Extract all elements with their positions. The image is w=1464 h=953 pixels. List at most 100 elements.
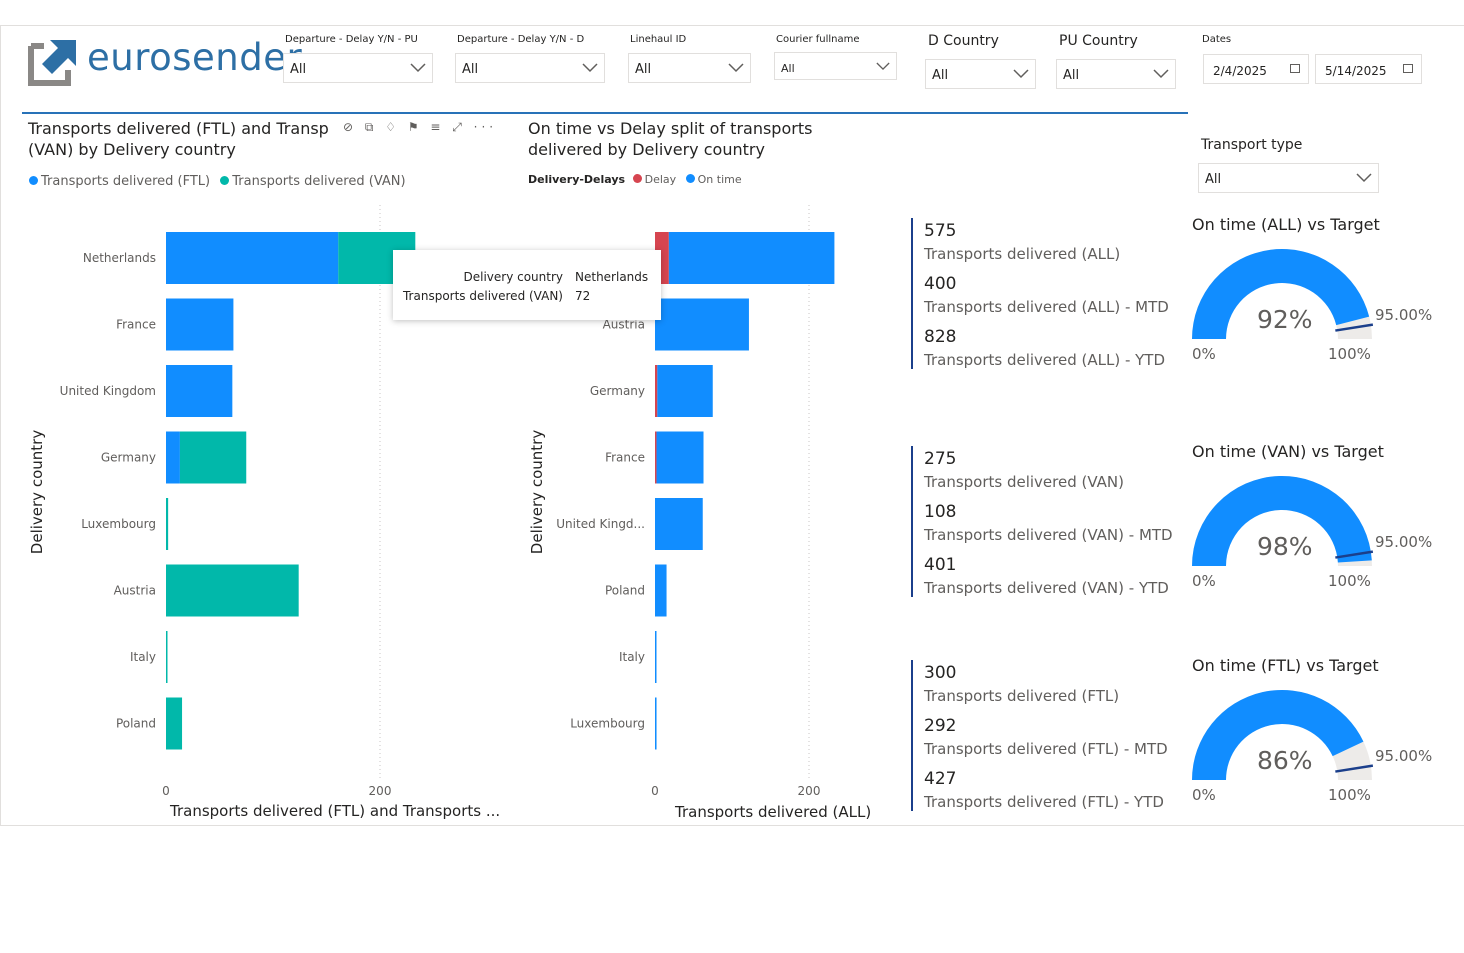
bar-segment[interactable] (655, 564, 667, 617)
gauge-target-marker (1335, 550, 1374, 559)
category-tick-label: Italy (130, 650, 156, 664)
bar-segment[interactable] (655, 697, 657, 750)
bar-segment[interactable] (655, 631, 657, 683)
category-tick-label: Poland (605, 584, 645, 598)
slicer-title-departure-d: Departure - Delay Y/N - D (457, 34, 585, 45)
kpi-value: 292 (924, 716, 957, 736)
bar-segment[interactable] (655, 365, 658, 417)
dropdown-value: All (462, 62, 479, 77)
gauge-min-label: 0% (1192, 345, 1216, 363)
kpi-label: Transports delivered (ALL) (924, 245, 1121, 263)
legend-label: Transports delivered (FTL) (41, 174, 211, 189)
bar-segment[interactable] (166, 232, 339, 284)
courier-dropdown[interactable]: All (774, 52, 897, 80)
dropdown-value: All (635, 62, 652, 77)
start-date-input[interactable]: 2/4/2025 (1203, 54, 1309, 84)
bar-segment[interactable] (668, 232, 835, 284)
visual-header-icons[interactable]: ⊘ ⧉ ♢ ⚑ ≡ ⤢ ··· (343, 120, 498, 135)
legend-dot-icon (29, 176, 38, 185)
linehaul-dropdown[interactable]: All (628, 53, 751, 83)
kpi-label: Transports delivered (FTL) - YTD (924, 793, 1164, 811)
chart2-title-line2: delivered by Delivery country (528, 140, 765, 159)
slicer-title-transport-type: Transport type (1201, 137, 1303, 153)
legend-item-ontime[interactable]: On time (685, 173, 742, 186)
gauge-max-label: 100% (1328, 786, 1371, 804)
category-tick-label: France (605, 451, 645, 465)
bar-segment[interactable] (166, 498, 169, 550)
category-tick-label: Germany (590, 384, 645, 398)
departure-pu-dropdown[interactable]: All (283, 53, 433, 83)
chevron-down-icon (1356, 173, 1372, 183)
bar-segment[interactable] (655, 298, 749, 351)
slicer-title-d-country: D Country (928, 33, 999, 49)
x-axis-title: Transports delivered (FTL) and Transport… (169, 802, 500, 820)
bar-segment[interactable] (166, 631, 168, 683)
slicer-title-departure-pu: Departure - Delay Y/N - PU (285, 34, 418, 45)
dropdown-value: All (290, 62, 307, 77)
legend-dot-icon (220, 176, 230, 185)
bar-segment[interactable] (657, 365, 713, 417)
tooltip-value: 72 (575, 289, 591, 303)
slicer-title-dates: Dates (1202, 34, 1232, 45)
chart1-title-line1: Transports delivered (FTL) and Transp (28, 119, 329, 138)
gauge-value: 86% (1257, 746, 1313, 775)
dropdown-value: All (932, 68, 949, 83)
kpi-label: Transports delivered (ALL) - MTD (924, 298, 1169, 316)
chevron-down-icon (1013, 69, 1029, 79)
legend-label: Delay (644, 173, 677, 186)
chart1-title-line2: (VAN) by Delivery country (28, 140, 236, 159)
legend-item-ftl[interactable]: Transports delivered (FTL) (29, 174, 210, 189)
gauge-title: On time (FTL) vs Target (1192, 656, 1379, 675)
gauge-title: On time (VAN) vs Target (1192, 442, 1384, 461)
chevron-down-icon (582, 63, 598, 73)
gauge-fill[interactable] (1192, 690, 1364, 780)
gauge-fill[interactable] (1192, 248, 1370, 339)
gauge-max-label: 100% (1328, 345, 1371, 363)
kpi-label: Transports delivered (ALL) - YTD (924, 351, 1166, 369)
gauge-target-label: 95.00% (1375, 533, 1433, 551)
category-tick-label: Luxembourg (81, 517, 156, 531)
bar-segment[interactable] (166, 564, 299, 617)
kpi-value: 275 (924, 449, 957, 469)
kpi-value: 828 (924, 327, 957, 347)
bar-segment[interactable] (166, 431, 180, 484)
pu-country-dropdown[interactable]: All (1056, 59, 1176, 89)
category-tick-label: Austria (114, 584, 156, 598)
eurosender-logo-icon (28, 40, 76, 86)
legend-item-delay[interactable]: Delay (632, 173, 677, 186)
bar-segment[interactable] (179, 431, 247, 484)
gauge-ftl[interactable] (1185, 681, 1385, 791)
category-tick-label: France (116, 318, 156, 332)
departure-d-dropdown[interactable]: All (455, 53, 605, 83)
dropdown-value: All (1063, 68, 1080, 83)
bar-segment[interactable] (166, 365, 233, 417)
bar-segment[interactable] (166, 298, 234, 351)
bar-segment[interactable] (656, 431, 704, 484)
kpi-label: Transports delivered (VAN) (924, 473, 1125, 491)
gauge-min-label: 0% (1192, 786, 1216, 804)
calendar-icon[interactable] (1290, 64, 1300, 73)
gauge-fill[interactable] (1192, 476, 1372, 566)
gauge-van[interactable] (1185, 467, 1385, 577)
calendar-icon[interactable] (1403, 64, 1413, 73)
legend-dot-icon (632, 174, 642, 183)
bar-segment[interactable] (655, 431, 657, 484)
category-tick-label: United Kingd... (556, 517, 645, 531)
x-tick-label: 200 (798, 784, 821, 798)
bar-segment[interactable] (655, 498, 703, 550)
chevron-down-icon (1153, 69, 1169, 79)
legend-item-van[interactable]: Transports delivered (VAN) (220, 174, 406, 189)
gauge-all[interactable] (1185, 240, 1385, 350)
gauge-target-marker (1335, 764, 1374, 773)
gauge-value: 92% (1257, 305, 1313, 334)
d-country-dropdown[interactable]: All (925, 59, 1036, 89)
header-divider (22, 112, 1188, 114)
gauge-value: 98% (1257, 532, 1313, 561)
transport-type-dropdown[interactable]: All (1198, 163, 1379, 193)
category-tick-label: Italy (619, 650, 645, 664)
end-date-input[interactable]: 5/14/2025 (1315, 54, 1422, 84)
bar-segment[interactable] (166, 697, 183, 750)
x-tick-label: 200 (369, 784, 392, 798)
gauge-target-label: 95.00% (1375, 747, 1433, 765)
category-tick-label: Luxembourg (570, 717, 645, 731)
